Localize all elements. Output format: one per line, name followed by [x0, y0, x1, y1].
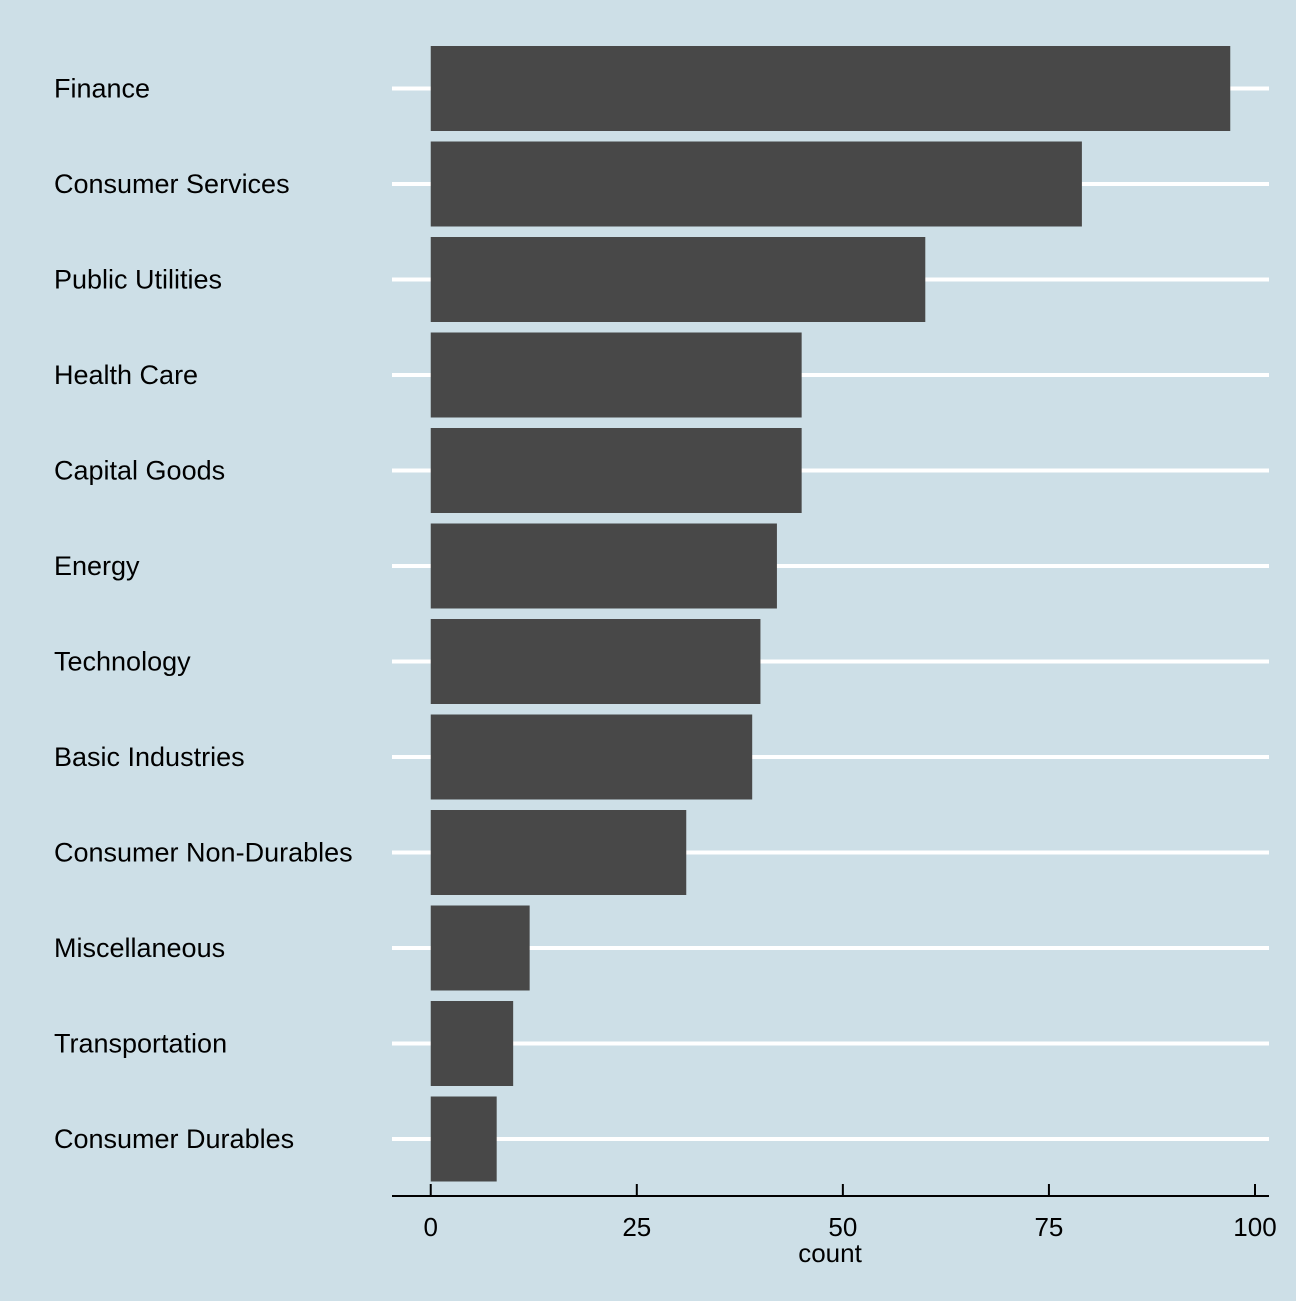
category-label: Consumer Durables: [54, 1124, 294, 1154]
bar: [430, 810, 687, 895]
bar: [430, 237, 926, 322]
category-label: Finance: [54, 74, 150, 104]
bar: [430, 1096, 497, 1182]
x-tick-label: 0: [424, 1212, 438, 1242]
bar: [430, 141, 1082, 227]
category-label: Basic Industries: [54, 742, 245, 772]
x-tick-label: 25: [622, 1212, 651, 1242]
x-tick-label: 100: [1233, 1212, 1276, 1242]
bar: [430, 332, 802, 418]
category-label: Consumer Services: [54, 169, 290, 199]
bar: [430, 714, 753, 800]
bars: [430, 46, 1231, 1182]
category-labels: Finance Consumer Services Public Utilities…: [54, 74, 353, 1155]
x-axis: 0 25 50 75 100: [392, 1184, 1277, 1242]
category-label: Public Utilities: [54, 265, 222, 295]
bar: [430, 523, 777, 609]
category-label: Transportation: [54, 1029, 227, 1059]
bar: [430, 1001, 514, 1086]
bar: [430, 46, 1231, 131]
category-label: Capital Goods: [54, 456, 225, 486]
category-label: Health Care: [54, 360, 198, 390]
x-tick-label: 50: [828, 1212, 857, 1242]
bar: [430, 619, 761, 704]
category-label: Technology: [54, 647, 191, 677]
bar: [430, 428, 802, 513]
x-axis-title: count: [798, 1238, 862, 1268]
x-tick-label: 75: [1034, 1212, 1063, 1242]
category-label: Miscellaneous: [54, 933, 225, 963]
bar: [430, 905, 530, 991]
category-label: Energy: [54, 551, 140, 581]
category-label: Consumer Non-Durables: [54, 838, 353, 868]
